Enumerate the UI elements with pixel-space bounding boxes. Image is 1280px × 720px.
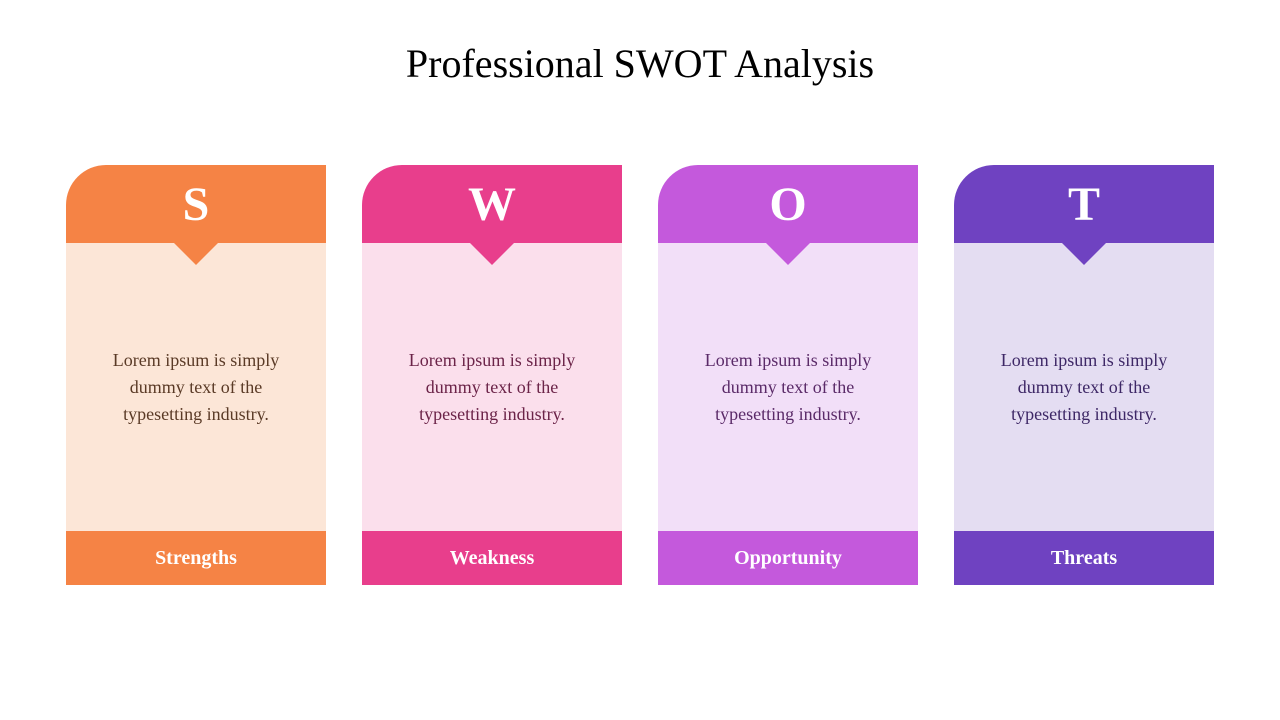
card-body: Lorem ipsum is simply dummy text of the …: [954, 243, 1214, 531]
swot-slide: Professional SWOT Analysis S Lorem ipsum…: [0, 0, 1280, 720]
card-body-text: Lorem ipsum is simply dummy text of the …: [982, 347, 1186, 428]
card-body-text: Lorem ipsum is simply dummy text of the …: [686, 347, 890, 428]
card-letter: S: [183, 177, 210, 232]
chevron-down-icon: [174, 243, 218, 265]
card-body-text: Lorem ipsum is simply dummy text of the …: [390, 347, 594, 428]
card-header: O: [658, 165, 918, 243]
swot-card-opportunity: O Lorem ipsum is simply dummy text of th…: [658, 165, 918, 585]
card-letter: W: [468, 177, 516, 232]
chevron-down-icon: [1062, 243, 1106, 265]
card-footer: Strengths: [66, 531, 326, 585]
slide-title: Professional SWOT Analysis: [0, 40, 1280, 87]
card-header: T: [954, 165, 1214, 243]
card-body: Lorem ipsum is simply dummy text of the …: [658, 243, 918, 531]
card-label: Threats: [1051, 547, 1117, 570]
card-label: Strengths: [155, 547, 237, 570]
card-letter: O: [769, 177, 806, 232]
card-footer: Opportunity: [658, 531, 918, 585]
card-body: Lorem ipsum is simply dummy text of the …: [362, 243, 622, 531]
card-label: Opportunity: [734, 547, 842, 570]
swot-card-strengths: S Lorem ipsum is simply dummy text of th…: [66, 165, 326, 585]
card-letter: T: [1068, 177, 1100, 232]
card-body-text: Lorem ipsum is simply dummy text of the …: [94, 347, 298, 428]
swot-card-threats: T Lorem ipsum is simply dummy text of th…: [954, 165, 1214, 585]
card-body: Lorem ipsum is simply dummy text of the …: [66, 243, 326, 531]
card-footer: Weakness: [362, 531, 622, 585]
card-footer: Threats: [954, 531, 1214, 585]
swot-cards-row: S Lorem ipsum is simply dummy text of th…: [66, 165, 1214, 585]
swot-card-weakness: W Lorem ipsum is simply dummy text of th…: [362, 165, 622, 585]
chevron-down-icon: [766, 243, 810, 265]
chevron-down-icon: [470, 243, 514, 265]
card-header: W: [362, 165, 622, 243]
card-header: S: [66, 165, 326, 243]
card-label: Weakness: [450, 547, 534, 570]
